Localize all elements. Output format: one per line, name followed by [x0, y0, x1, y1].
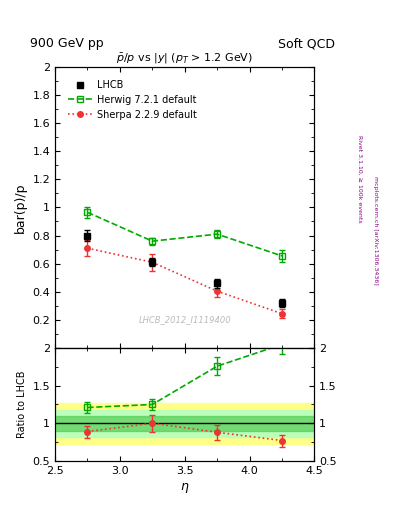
Text: 900 GeV pp: 900 GeV pp [30, 37, 104, 50]
Text: mcplots.cern.ch [arXiv:1306.3436]: mcplots.cern.ch [arXiv:1306.3436] [373, 176, 378, 285]
Title: $\bar{p}/p$ vs $|y|$ ($p_T$ > 1.2 GeV): $\bar{p}/p$ vs $|y|$ ($p_T$ > 1.2 GeV) [116, 51, 253, 66]
Y-axis label: Ratio to LHCB: Ratio to LHCB [17, 371, 27, 438]
Bar [55, 410, 314, 437]
Text: LHCB_2012_I1119400: LHCB_2012_I1119400 [138, 315, 231, 325]
Text: Rivet 3.1.10, ≥ 100k events: Rivet 3.1.10, ≥ 100k events [357, 135, 362, 223]
Bar [55, 416, 314, 431]
Legend: LHCB, Herwig 7.2.1 default, Sherpa 2.2.9 default: LHCB, Herwig 7.2.1 default, Sherpa 2.2.9… [65, 77, 200, 122]
X-axis label: $\eta$: $\eta$ [180, 481, 189, 495]
Bar [55, 403, 314, 443]
Text: Soft QCD: Soft QCD [278, 37, 335, 50]
Y-axis label: bar(p)/p: bar(p)/p [14, 182, 27, 232]
